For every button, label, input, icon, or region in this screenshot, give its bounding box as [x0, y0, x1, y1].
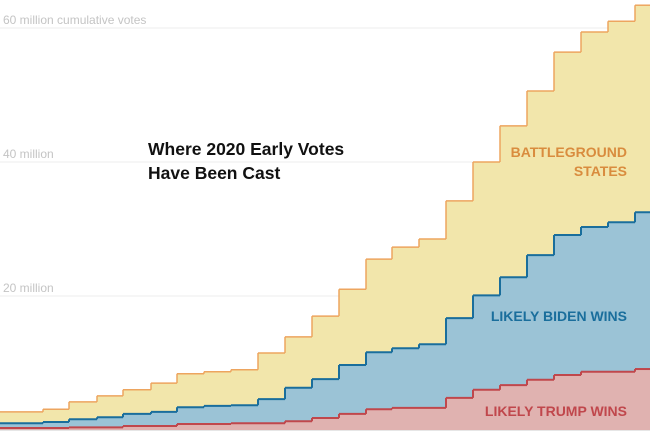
series-labels: BATTLEGROUND STATES LIKELY BIDEN WINS LI…: [485, 144, 627, 419]
chart-title: Where 2020 Early Votes Have Been Cast: [148, 139, 344, 183]
series-areas: [0, 5, 650, 430]
y-tick-label-40: 40 million: [3, 147, 54, 161]
area-biden: [0, 212, 650, 430]
series-label-biden: LIKELY BIDEN WINS: [491, 308, 627, 324]
chart-title-line-2: Have Been Cast: [148, 163, 280, 183]
series-label-battleground-line-1: BATTLEGROUND: [511, 144, 627, 160]
y-axis-ticks: 60 million cumulative votes 40 million 2…: [3, 13, 146, 295]
chart-title-line-1: Where 2020 Early Votes: [148, 139, 344, 159]
y-tick-label-60: 60 million cumulative votes: [3, 13, 146, 27]
y-tick-label-20: 20 million: [3, 281, 54, 295]
area-trump: [0, 369, 650, 430]
series-label-trump: LIKELY TRUMP WINS: [485, 403, 627, 419]
series-label-battleground-line-2: STATES: [574, 163, 627, 179]
series-lines: [0, 4, 650, 431]
